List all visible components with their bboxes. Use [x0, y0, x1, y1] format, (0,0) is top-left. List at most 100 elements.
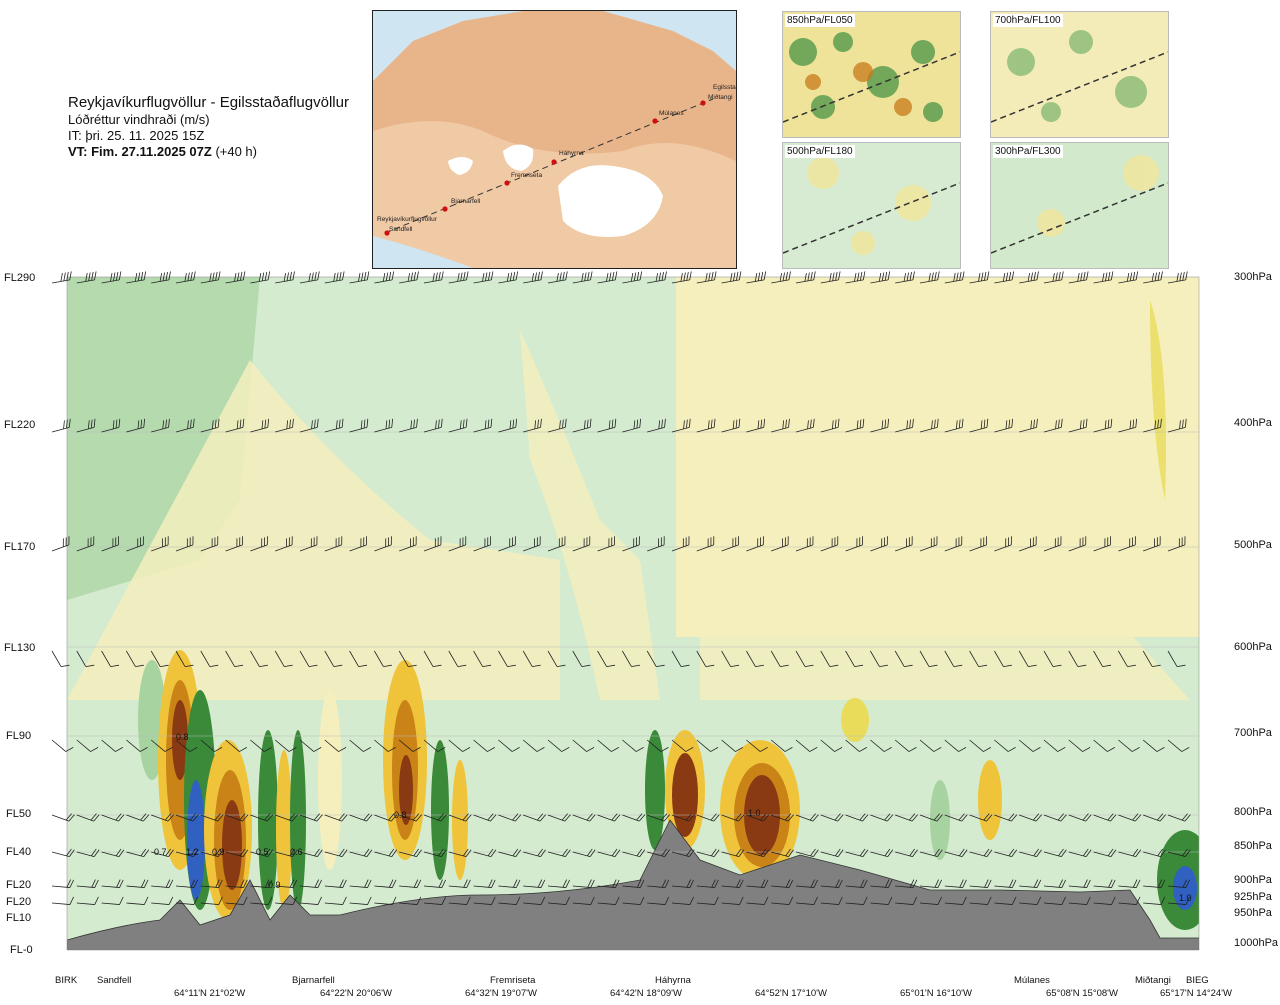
location-label: Sandfell — [97, 975, 132, 986]
wind-barb — [175, 739, 198, 752]
wind-barb — [349, 848, 373, 858]
wind-barb — [721, 271, 742, 284]
wind-barb — [324, 813, 348, 822]
wind-barb — [820, 896, 843, 905]
wind-barb — [870, 418, 890, 433]
wind-barb — [1068, 650, 1087, 667]
mini-map-700: 700hPa/FL100 — [990, 11, 1169, 138]
wind-barb — [473, 813, 497, 822]
wind-barb — [671, 879, 694, 888]
value-label: 0.9 — [268, 880, 281, 890]
wind-barb — [547, 650, 566, 667]
wind-barb — [771, 879, 794, 888]
wind-barb — [374, 739, 396, 752]
wind-barb — [522, 650, 541, 667]
wind-barb — [1118, 650, 1136, 667]
wind-barb — [994, 739, 1016, 752]
wind-barb — [597, 739, 620, 752]
wind-barb — [622, 848, 646, 858]
wind-barb — [671, 650, 690, 667]
wind-barb — [324, 896, 347, 905]
wind-barb — [51, 650, 70, 667]
wind-barb — [671, 896, 694, 905]
wind-barb — [200, 813, 224, 822]
wind-barb — [895, 896, 918, 905]
route-title: Reykjavíkurflugvöllur - Egilsstaðaflugvö… — [68, 94, 349, 111]
wind-barb — [1043, 739, 1066, 752]
wind-barb — [746, 536, 764, 552]
hpa-label: 500hPa — [1234, 539, 1272, 551]
wind-barb — [374, 418, 394, 433]
wind-barb — [721, 739, 744, 752]
value-labels: 0.8 0.7 1.2 0.9 0.5 0.6 0.9 0.8 1.0 1.0 — [154, 732, 1192, 903]
wind-barb — [696, 650, 715, 667]
wind-barb — [1118, 813, 1142, 822]
value-label: 0.9 — [212, 847, 225, 857]
wind-barb — [1118, 271, 1139, 284]
map-label-mulanes: Múlanes — [659, 110, 684, 117]
wind-barb — [944, 848, 968, 858]
wind-barb — [895, 848, 918, 858]
wind-barb — [274, 739, 297, 752]
wind-barb — [647, 418, 666, 433]
wind-barb — [523, 879, 546, 888]
wind-barb — [250, 271, 271, 284]
fl-label: FL170 — [4, 541, 36, 553]
wind-barb — [399, 879, 422, 888]
wind-barb — [200, 271, 221, 284]
value-label: 1.0 — [748, 808, 761, 818]
wind-barb — [1142, 650, 1161, 667]
wind-barb — [721, 813, 745, 822]
wind-barb — [845, 813, 869, 822]
wind-barb — [870, 879, 893, 888]
wind-barb — [76, 271, 97, 284]
wind-barb — [721, 418, 741, 433]
wind-barb — [795, 418, 815, 433]
wind-barb — [820, 879, 843, 888]
wind-barb — [275, 418, 294, 433]
wind-barb — [919, 879, 942, 888]
wind-barb — [523, 848, 546, 858]
wind-barb — [696, 813, 720, 822]
wind-barb — [250, 650, 268, 667]
wind-barb — [919, 739, 942, 752]
wind-barb — [547, 418, 567, 433]
hpa-label: 700hPa — [1234, 727, 1272, 739]
wind-barb — [870, 739, 892, 752]
wind-barb — [1118, 896, 1141, 905]
wind-barb — [845, 418, 865, 433]
mini-map-850-label: 850hPa/FL050 — [785, 14, 855, 27]
wind-barb — [622, 650, 640, 667]
wind-barb — [845, 536, 863, 552]
wind-barb — [770, 650, 789, 667]
wind-barb — [746, 739, 768, 752]
wind-barb — [126, 536, 144, 552]
wind-barb — [399, 271, 419, 284]
wind-barb — [1167, 813, 1191, 822]
hpa-label: 400hPa — [1234, 417, 1272, 429]
wind-barb — [547, 848, 571, 858]
wind-barb — [994, 848, 1018, 858]
fl-label: FL50 — [6, 808, 32, 820]
wind-barb — [845, 879, 868, 888]
wind-barb — [969, 536, 987, 552]
value-label: 0.8 — [176, 732, 189, 742]
wind-barb — [969, 739, 992, 752]
hpa-label: 925hPa — [1234, 891, 1272, 903]
wind-barb — [175, 271, 196, 284]
wind-barb — [76, 739, 99, 752]
wind-barb — [671, 848, 695, 858]
hpa-label: 300hPa — [1234, 271, 1272, 283]
wind-barb — [126, 813, 150, 822]
wind-barb — [671, 271, 692, 284]
wind-barb — [870, 848, 894, 858]
wind-barb — [1068, 739, 1091, 752]
wind-barb — [324, 536, 343, 552]
wind-barb — [76, 418, 96, 433]
wind-barb — [349, 418, 369, 433]
wind-barb — [473, 896, 496, 905]
wind-barb — [547, 271, 568, 284]
wind-barb — [1019, 813, 1042, 822]
wind-barb — [423, 896, 446, 905]
